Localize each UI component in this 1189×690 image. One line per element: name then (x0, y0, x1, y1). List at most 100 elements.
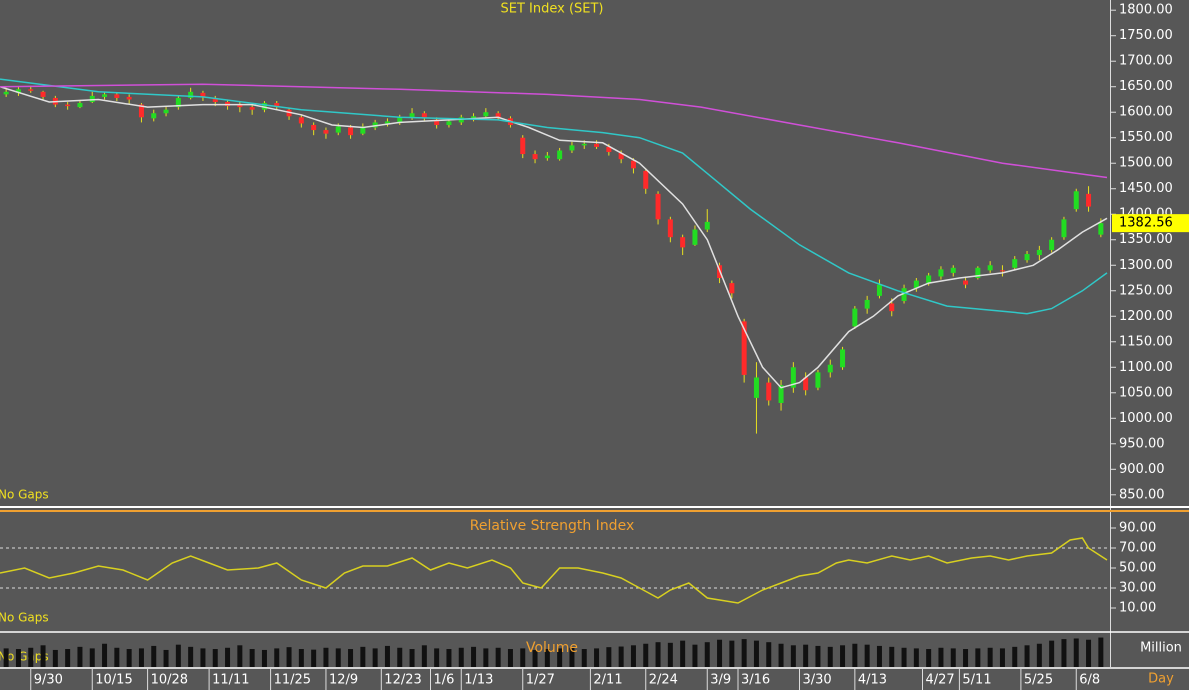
volume-bar (594, 648, 600, 667)
volume-bar (717, 639, 723, 667)
candle-body (815, 372, 821, 388)
volume-bar (840, 645, 846, 667)
volume-bar (286, 647, 292, 667)
volume-bar (40, 645, 46, 667)
candle-body (15, 89, 21, 93)
candle-body (790, 367, 796, 388)
volume-bar (28, 647, 34, 667)
x-tick-label: 4/27 (926, 673, 955, 688)
volume-bar (89, 648, 95, 667)
y-tick-label: 1000.00 (1119, 411, 1173, 426)
volume-bar (151, 645, 157, 667)
y-axis-label: Million (1140, 641, 1182, 656)
volume-bar (360, 646, 366, 667)
candle-body (471, 116, 477, 119)
volume-bar (1049, 640, 1055, 667)
volume-bar (778, 643, 784, 667)
candle-body (163, 109, 169, 114)
y-tick-label: 1550.00 (1119, 130, 1173, 145)
volume-bar (3, 648, 9, 667)
volume-bar (458, 647, 464, 667)
candle-body (1049, 239, 1055, 250)
candle-body (188, 91, 194, 98)
candle-body (200, 92, 206, 97)
x-tick-label: 2/24 (649, 673, 678, 688)
panel-title: Volume (526, 640, 578, 656)
volume-bar (372, 648, 378, 667)
x-tick-label: 1/13 (464, 673, 493, 688)
volume-bar (975, 648, 981, 667)
candle-body (298, 117, 304, 124)
x-tick-label: 11/25 (274, 673, 311, 688)
volume-bar (102, 643, 108, 667)
candle-body (704, 221, 710, 230)
volume-bar (913, 648, 919, 667)
x-axis-label: Day (1148, 672, 1174, 687)
y-tick-label: 1450.00 (1119, 181, 1173, 196)
volume-bar (1086, 639, 1092, 667)
candle-body (766, 382, 772, 401)
candle-body (852, 308, 858, 327)
candle-body (249, 107, 255, 110)
candle-body (335, 126, 341, 133)
candle-body (212, 97, 218, 103)
candle-body (889, 303, 895, 312)
volume-bar (384, 645, 390, 667)
volume-bar (655, 642, 661, 667)
volume-bar (938, 647, 944, 667)
candle-body (28, 89, 34, 91)
candle-body (667, 219, 673, 238)
y-tick-label: 1500.00 (1119, 156, 1173, 171)
candle-body (126, 96, 132, 100)
x-tick-label: 1/6 (434, 673, 455, 688)
candle-body (778, 385, 784, 403)
volume-bar (175, 644, 181, 667)
candle-body (421, 113, 427, 119)
y-tick-label: 1700.00 (1119, 54, 1173, 69)
y-tick-label: 1200.00 (1119, 309, 1173, 324)
volume-bar (741, 639, 747, 667)
candle-body (557, 150, 563, 160)
y-tick-label: 50.00 (1119, 561, 1156, 576)
volume-bar (274, 648, 280, 667)
volume-bar (766, 642, 772, 667)
candle-body (274, 103, 280, 108)
candle-body (532, 154, 538, 160)
y-tick-label: 900.00 (1119, 462, 1165, 477)
candle-body (372, 122, 378, 128)
x-tick-label: 10/28 (151, 673, 188, 688)
candle-body (114, 94, 120, 98)
volume-bar (864, 644, 870, 667)
y-tick-label: 90.00 (1119, 521, 1156, 536)
candle-body (40, 91, 46, 97)
y-tick-label: 1800.00 (1119, 3, 1173, 18)
volume-bar (581, 649, 587, 667)
volume-bar (557, 648, 563, 667)
x-tick-label: 3/9 (710, 673, 731, 688)
volume-bar (606, 647, 612, 667)
x-tick-label: 10/15 (95, 673, 132, 688)
candle-body (987, 265, 993, 271)
volume-bar (298, 649, 304, 667)
candle-body (741, 321, 747, 375)
candle-body (827, 364, 833, 373)
volume-bar (544, 649, 550, 667)
volume-bar (335, 648, 341, 667)
volume-bar (200, 648, 206, 667)
volume-bar (1098, 637, 1104, 667)
y-tick-label: 1250.00 (1119, 283, 1173, 298)
volume-bar (1012, 646, 1018, 667)
candle-body (901, 288, 907, 301)
volume-bar (212, 649, 218, 667)
volume-bar (520, 648, 526, 667)
chart-title: SET Index (SET) (500, 2, 603, 17)
line (0, 537, 1108, 604)
candle-body (606, 146, 612, 153)
candle-body (630, 160, 636, 169)
candle-body (753, 377, 759, 398)
candle-body (1086, 193, 1092, 207)
candle-body (1073, 191, 1079, 210)
volume-bar (397, 647, 403, 667)
y-tick-label: 950.00 (1119, 436, 1165, 451)
